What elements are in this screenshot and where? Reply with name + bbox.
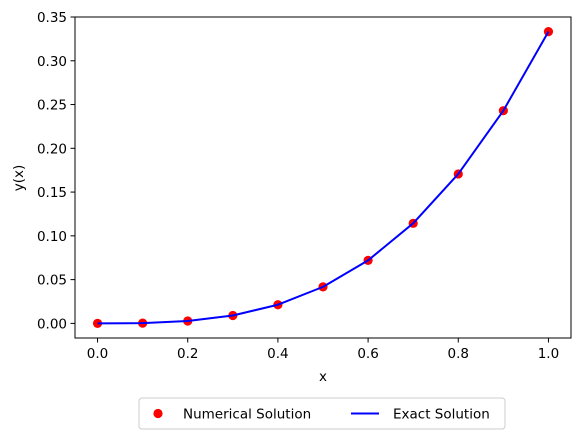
- x-tick-label: 0.8: [448, 346, 469, 362]
- legend-label-exact: Exact Solution: [393, 407, 490, 423]
- y-tick-label: 0.00: [37, 316, 67, 332]
- x-tick-label: 1.0: [538, 346, 559, 362]
- legend-marker-numerical: [153, 408, 163, 419]
- x-tick-label: 0.4: [267, 346, 288, 362]
- x-tick-label: 0.6: [357, 346, 378, 362]
- x-axis-label: x: [319, 369, 327, 385]
- y-tick-label: 0.15: [37, 185, 67, 201]
- plot-area: 0.0 0.2 0.4 0.6 0.8 1.0 0.00 0.05 0.10 0.15 0.20 0.…: [37, 10, 572, 362]
- numerical-solution-point: [543, 27, 554, 37]
- y-tick-label: 0.30: [37, 54, 67, 70]
- legend: Numerical Solution Exact Solution: [138, 397, 506, 430]
- legend-frame: [138, 397, 506, 430]
- numerical-solution-point: [92, 318, 103, 328]
- legend-label-numerical: Numerical Solution: [183, 407, 311, 423]
- y-axis-label: y(x): [11, 165, 27, 192]
- y-tick-label: 0.10: [37, 229, 67, 245]
- exact-solution-line: [97, 31, 550, 325]
- x-tick-label: 0.0: [87, 346, 108, 362]
- y-tick-label: 0.25: [37, 98, 67, 114]
- plot-frame: [74, 16, 572, 339]
- y-tick-label: 0.20: [37, 141, 67, 157]
- y-tick-label: 0.35: [37, 10, 67, 26]
- y-tick-label: 0.05: [37, 273, 67, 289]
- x-tick-label: 0.2: [177, 346, 198, 362]
